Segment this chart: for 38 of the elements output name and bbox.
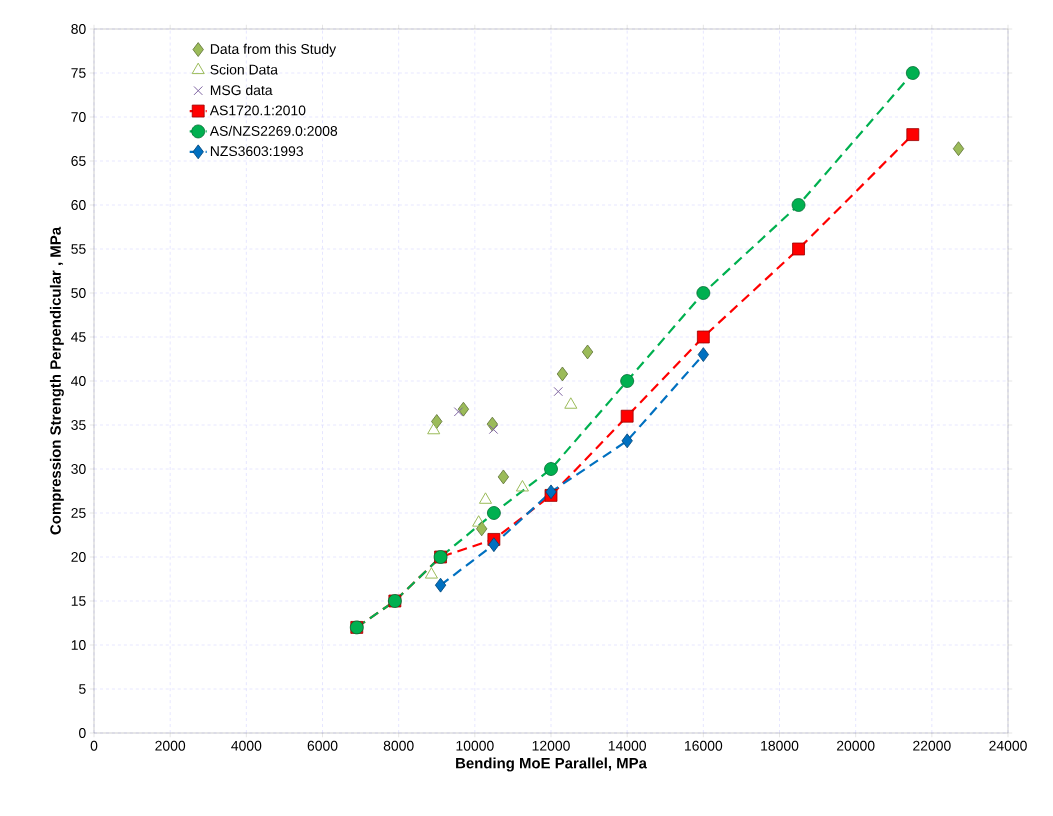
legend-label: AS/NZS2269.0:2008: [209, 125, 338, 136]
y-tick-label: 40: [71, 376, 86, 386]
y-axis-title: Compression Strength Perpendicular , MPa: [49, 226, 64, 535]
y-tick-label: 75: [71, 68, 86, 78]
x-tick-label: 18000: [761, 740, 799, 751]
y-tick-label: 25: [71, 508, 86, 518]
x-tick-label: 20000: [836, 740, 875, 751]
y-tick-label: 65: [71, 156, 86, 166]
y-tick-label: 50: [71, 288, 86, 298]
y-tick-label: 80: [71, 24, 86, 34]
legend-label: AS1720.1:2010: [209, 105, 306, 116]
x-tick-label: 14000: [608, 740, 647, 751]
x-tick-label: 8000: [383, 740, 414, 751]
x-tick-label: 4000: [231, 740, 262, 751]
y-tick-label: 35: [71, 420, 86, 430]
y-tick-label: 0: [79, 728, 86, 738]
y-tick-label: 5: [79, 684, 86, 694]
legend-label: NZS3603:1993: [210, 146, 303, 157]
x-tick-label: 24000: [989, 740, 1027, 751]
x-tick-label: 10000: [456, 740, 494, 751]
x-axis-title: Bending MoE Parallel, MPa: [456, 757, 648, 772]
y-tick-label: 30: [71, 464, 86, 474]
y-tick-label: 45: [71, 332, 86, 342]
x-tick-label: 0: [90, 740, 98, 751]
y-tick-label: 10: [71, 640, 86, 650]
x-tick-label: 16000: [685, 740, 723, 751]
y-tick-label: 55: [71, 244, 86, 254]
y-tick-label: 60: [71, 200, 86, 210]
x-tick-label: 6000: [307, 740, 338, 751]
y-tick-label: 15: [71, 596, 86, 606]
y-tick-label: 20: [71, 552, 86, 562]
legend-label: Data from this Study: [210, 43, 337, 57]
x-tick-label: 2000: [155, 740, 186, 751]
x-tick-label: 12000: [532, 740, 570, 751]
legend-label: Scion Data: [210, 64, 278, 75]
x-tick-label: 22000: [913, 740, 951, 751]
y-tick-label: 70: [71, 112, 86, 122]
legend-label: MSG data: [210, 84, 273, 96]
